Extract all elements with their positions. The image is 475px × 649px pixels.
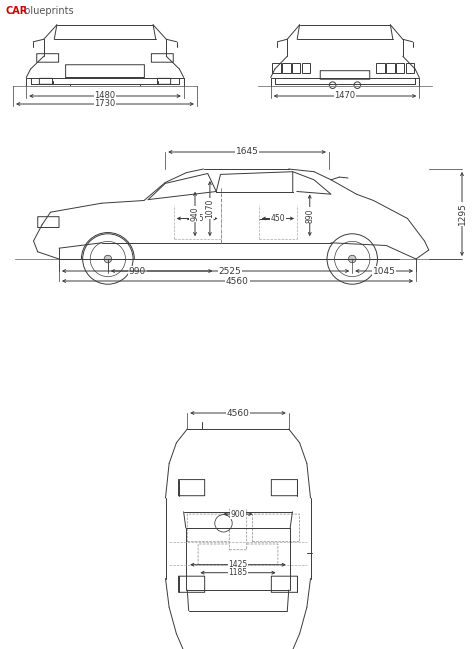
Text: 4560: 4560 <box>227 408 249 417</box>
FancyBboxPatch shape <box>198 544 278 565</box>
Text: 1425: 1425 <box>228 560 247 569</box>
FancyBboxPatch shape <box>38 217 59 228</box>
FancyBboxPatch shape <box>320 71 370 79</box>
Text: 1470: 1470 <box>334 92 356 101</box>
Circle shape <box>90 241 125 276</box>
FancyBboxPatch shape <box>187 514 234 542</box>
FancyBboxPatch shape <box>386 63 395 73</box>
FancyBboxPatch shape <box>271 480 297 496</box>
FancyBboxPatch shape <box>272 63 281 73</box>
Text: 450: 450 <box>271 214 285 223</box>
FancyBboxPatch shape <box>158 79 171 84</box>
Text: 1045: 1045 <box>373 267 396 275</box>
FancyBboxPatch shape <box>229 509 247 550</box>
Text: 940: 940 <box>190 206 200 221</box>
Circle shape <box>327 234 378 284</box>
FancyBboxPatch shape <box>37 54 58 62</box>
Text: 1480: 1480 <box>95 92 115 101</box>
Text: 1070: 1070 <box>205 199 214 218</box>
Text: blueprints: blueprints <box>21 6 74 16</box>
FancyBboxPatch shape <box>282 63 291 73</box>
Circle shape <box>104 255 112 263</box>
Text: 1730: 1730 <box>95 99 115 108</box>
Circle shape <box>354 82 361 88</box>
Text: 4560: 4560 <box>226 276 249 286</box>
Text: 990: 990 <box>129 267 146 275</box>
FancyBboxPatch shape <box>302 63 310 73</box>
Text: 500: 500 <box>231 509 245 519</box>
FancyBboxPatch shape <box>271 576 297 593</box>
Text: 1185: 1185 <box>228 569 247 577</box>
FancyBboxPatch shape <box>406 63 414 73</box>
FancyBboxPatch shape <box>66 65 144 77</box>
Circle shape <box>83 234 133 284</box>
Circle shape <box>329 82 336 88</box>
Text: 1645: 1645 <box>236 147 258 156</box>
FancyBboxPatch shape <box>376 63 385 73</box>
Text: 890: 890 <box>305 208 314 223</box>
Circle shape <box>215 515 232 532</box>
Text: 2525: 2525 <box>218 267 241 275</box>
FancyBboxPatch shape <box>179 480 205 496</box>
FancyBboxPatch shape <box>292 63 301 73</box>
FancyBboxPatch shape <box>179 576 205 593</box>
Text: 900: 900 <box>231 509 245 519</box>
Circle shape <box>349 255 356 263</box>
FancyBboxPatch shape <box>39 79 53 84</box>
Circle shape <box>334 241 370 276</box>
Text: 1295: 1295 <box>457 202 466 225</box>
Text: CAR: CAR <box>5 6 27 16</box>
Text: 505: 505 <box>190 214 204 223</box>
FancyBboxPatch shape <box>396 63 404 73</box>
FancyBboxPatch shape <box>152 54 173 62</box>
FancyBboxPatch shape <box>253 514 300 542</box>
